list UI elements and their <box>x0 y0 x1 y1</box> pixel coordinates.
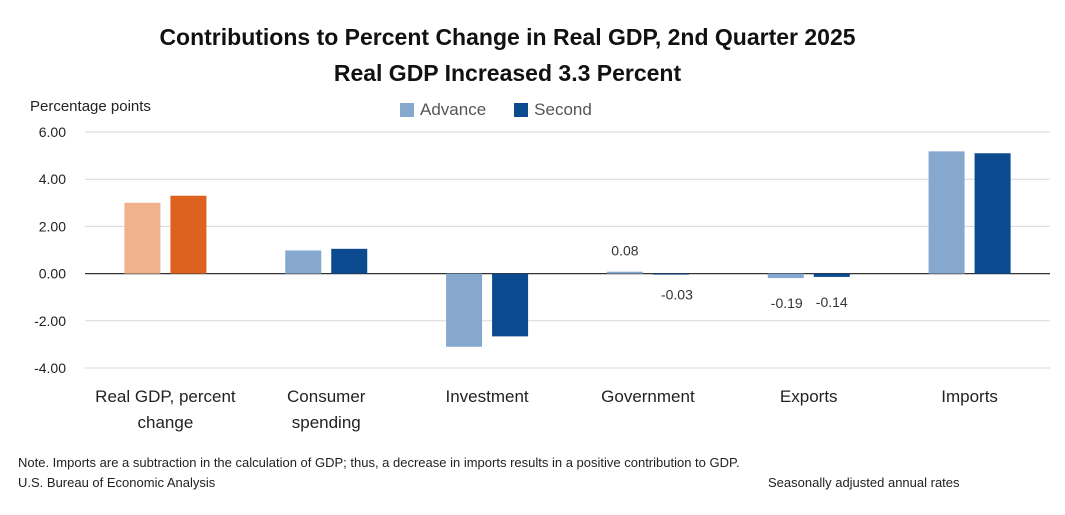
legend-label-second: Second <box>534 100 592 119</box>
bar-second <box>974 153 1011 274</box>
data-label: 0.08 <box>611 243 638 259</box>
bar-advance <box>928 151 965 274</box>
x-category-label: Investment <box>446 387 529 406</box>
legend: Advance Second <box>400 100 592 120</box>
x-category-label: Government <box>601 387 695 406</box>
bar-second <box>813 273 850 277</box>
bar-advance <box>767 273 804 279</box>
bar-advance <box>446 273 483 347</box>
bar-advance <box>606 271 643 274</box>
bar-second <box>492 273 529 337</box>
legend-label-advance: Advance <box>420 100 487 119</box>
bar-advance <box>124 202 161 274</box>
legend-swatch-second <box>514 103 529 117</box>
x-category-label: spending <box>292 413 361 432</box>
x-category-label: Exports <box>780 387 838 406</box>
legend-item-second: Second <box>514 100 592 120</box>
y-tick-label: 6.00 <box>39 124 66 140</box>
y-tick-label: 2.00 <box>39 218 66 234</box>
y-tick-label: 4.00 <box>39 171 66 187</box>
x-category-label: change <box>138 413 194 432</box>
data-label: -0.03 <box>661 286 693 302</box>
data-label: -0.14 <box>816 294 848 310</box>
chart-subtitle: Real GDP Increased 3.3 Percent <box>333 60 682 86</box>
x-category-label: Imports <box>941 387 998 406</box>
bar-second <box>170 195 207 274</box>
rates-label: Seasonally adjusted annual rates <box>768 475 960 490</box>
bar-second <box>652 273 689 275</box>
bar-second <box>331 248 368 274</box>
x-category-label: Real GDP, percent <box>95 387 236 406</box>
y-tick-label: -2.00 <box>34 313 66 329</box>
source-label: U.S. Bureau of Economic Analysis <box>18 475 216 490</box>
legend-item-advance: Advance <box>400 100 486 120</box>
bar-advance <box>285 250 322 274</box>
y-tick-label: -4.00 <box>34 360 66 376</box>
x-category-label: Consumer <box>287 387 366 406</box>
data-label: -0.19 <box>771 295 803 311</box>
y-tick-label: 0.00 <box>39 266 66 282</box>
legend-swatch-advance <box>400 103 414 117</box>
chart-title: Contributions to Percent Change in Real … <box>159 24 856 50</box>
y-axis-label: Percentage points <box>30 98 151 115</box>
footnote: Note. Imports are a subtraction in the c… <box>18 455 740 470</box>
